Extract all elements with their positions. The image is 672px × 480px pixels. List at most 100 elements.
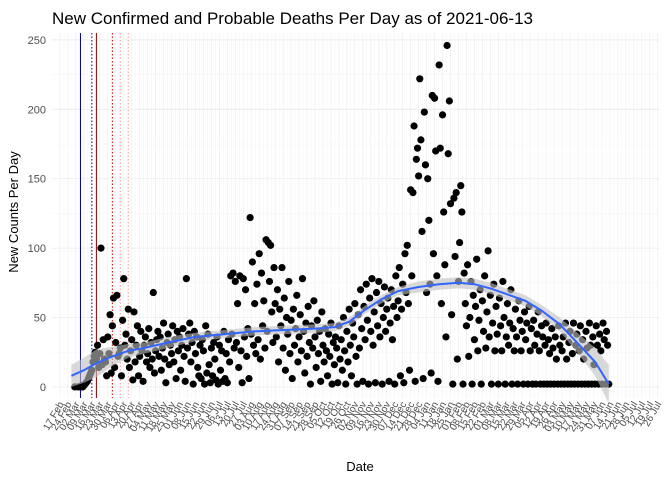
data-point [527, 325, 535, 333]
data-point [413, 144, 422, 152]
data-point [191, 349, 200, 358]
data-point [257, 269, 266, 277]
data-point [433, 272, 441, 280]
data-point [210, 338, 218, 347]
y-axis-title: New Counts Per Day [6, 151, 21, 273]
data-point [585, 319, 594, 327]
data-point [183, 344, 192, 352]
data-point [232, 338, 241, 347]
data-point [205, 361, 213, 369]
data-point [469, 291, 477, 299]
data-point [552, 355, 560, 363]
data-point [347, 372, 356, 380]
data-point [410, 122, 418, 130]
data-point [196, 341, 204, 349]
data-point [267, 241, 275, 249]
data-point [298, 275, 307, 283]
data-point [301, 369, 309, 377]
data-point [229, 269, 237, 277]
data-point [309, 344, 317, 352]
data-point [260, 297, 268, 305]
data-point [189, 380, 197, 388]
data-point [251, 300, 259, 308]
data-point [496, 322, 505, 330]
data-point [161, 355, 169, 363]
data-point [366, 294, 374, 302]
data-point [539, 333, 547, 341]
data-point [483, 308, 491, 316]
data-point [170, 358, 178, 366]
data-point [142, 358, 151, 366]
data-point [465, 352, 473, 360]
data-point [442, 333, 450, 341]
data-point [230, 344, 238, 352]
data-point [545, 349, 554, 358]
data-point [448, 311, 456, 319]
data-point [473, 255, 481, 263]
data-point [235, 363, 243, 372]
data-point [306, 380, 315, 388]
data-point [409, 189, 417, 197]
data-point [482, 344, 490, 352]
data-point [187, 358, 195, 366]
data-point [248, 258, 256, 266]
data-point [501, 380, 509, 388]
data-point [145, 325, 153, 333]
data-point [420, 108, 428, 116]
data-point [342, 380, 350, 388]
data-point [295, 333, 303, 341]
data-point [487, 380, 496, 388]
data-point [362, 280, 370, 288]
data-point [379, 313, 387, 322]
data-point [172, 374, 180, 383]
data-point [408, 272, 416, 280]
data-point [245, 374, 253, 383]
smooth-trend-line [70, 281, 610, 385]
data-point [343, 327, 351, 335]
data-point [367, 327, 375, 335]
y-tick-label: 150 [28, 174, 46, 186]
data-point [376, 333, 384, 341]
data-point [173, 327, 181, 335]
data-point [128, 336, 136, 344]
data-point [202, 322, 210, 330]
data-point [462, 322, 471, 330]
data-point [350, 333, 358, 341]
data-point [458, 208, 466, 216]
data-point [533, 330, 541, 338]
data-point [502, 333, 510, 341]
data-point [197, 374, 205, 383]
data-point [353, 380, 361, 388]
data-point [246, 213, 254, 222]
data-point [372, 288, 381, 297]
data-point [256, 355, 264, 363]
data-point [289, 305, 297, 313]
data-point [294, 358, 302, 366]
data-point [463, 261, 472, 269]
data-point [159, 319, 168, 327]
data-point [253, 280, 261, 288]
data-point [445, 97, 453, 105]
data-point [508, 380, 516, 388]
data-point [457, 182, 465, 190]
data-point [211, 355, 219, 363]
data-point [450, 194, 458, 202]
data-point [544, 336, 553, 344]
data-point [592, 322, 600, 330]
data-point [325, 330, 333, 338]
data-point [435, 61, 443, 69]
data-point [287, 316, 295, 324]
data-point [239, 275, 247, 283]
data-point [186, 319, 194, 327]
data-point [582, 327, 590, 335]
data-point [416, 75, 424, 83]
data-point [174, 347, 182, 355]
data-point [180, 352, 188, 360]
data-point [489, 319, 497, 327]
data-point [389, 302, 398, 311]
data-point [93, 341, 102, 349]
data-point [523, 319, 531, 327]
data-point [556, 341, 564, 349]
data-point [285, 277, 293, 286]
data-point [200, 380, 209, 388]
